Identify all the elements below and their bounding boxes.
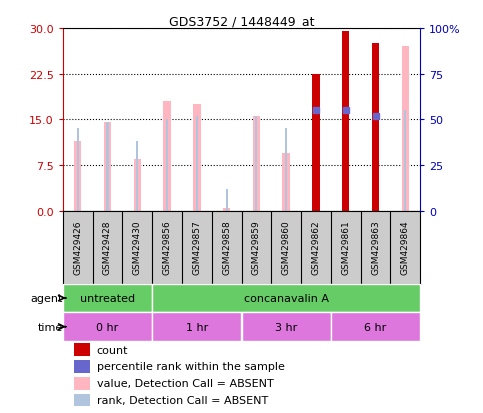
Bar [312,74,320,211]
Text: GSM429859: GSM429859 [252,220,261,275]
Bar [404,111,406,211]
Bar [166,120,168,211]
Title: GDS3752 / 1448449_at: GDS3752 / 1448449_at [169,15,314,28]
Bar [196,117,198,211]
Bar [106,123,109,211]
Text: value, Detection Call = ABSENT: value, Detection Call = ABSENT [97,378,273,389]
Text: agent: agent [30,293,63,303]
Bar [163,102,171,211]
Text: GSM429430: GSM429430 [133,220,142,275]
Text: GSM429428: GSM429428 [103,220,112,275]
Text: GSM429861: GSM429861 [341,220,350,275]
Bar [372,44,379,211]
Bar [133,159,141,211]
Bar [242,313,331,341]
Text: GSM429860: GSM429860 [282,220,291,275]
Text: GSM429858: GSM429858 [222,220,231,275]
Text: GSM429864: GSM429864 [401,220,410,275]
Bar [253,117,260,211]
Text: GSM429857: GSM429857 [192,220,201,275]
Bar [401,47,409,211]
Text: GSM429863: GSM429863 [371,220,380,275]
Text: untreated: untreated [80,293,135,303]
Bar [331,313,420,341]
Text: rank, Detection Call = ABSENT: rank, Detection Call = ABSENT [97,395,268,406]
Text: concanavalin A: concanavalin A [244,293,328,303]
Bar [285,129,287,211]
Text: 3 hr: 3 hr [275,322,298,332]
Bar [77,129,79,211]
Text: count: count [97,345,128,355]
Bar [73,377,90,389]
Text: time: time [38,322,63,332]
Bar [73,344,90,356]
Bar [73,361,90,373]
Bar [63,313,152,341]
Bar [104,123,111,211]
Bar [73,394,90,406]
Bar [152,284,420,313]
Bar [136,141,138,211]
Bar [193,105,200,211]
Text: percentile rank within the sample: percentile rank within the sample [97,362,284,372]
Bar [63,284,152,313]
Bar [152,313,242,341]
Bar [226,190,227,211]
Bar [223,209,230,211]
Text: 0 hr: 0 hr [96,322,119,332]
Text: GSM429426: GSM429426 [73,220,82,275]
Bar [74,141,82,211]
Text: GSM429862: GSM429862 [312,220,320,275]
Text: GSM429856: GSM429856 [163,220,171,275]
Text: 1 hr: 1 hr [185,322,208,332]
Bar [283,153,290,211]
Bar [342,32,350,211]
Bar [256,117,257,211]
Text: 6 hr: 6 hr [364,322,387,332]
